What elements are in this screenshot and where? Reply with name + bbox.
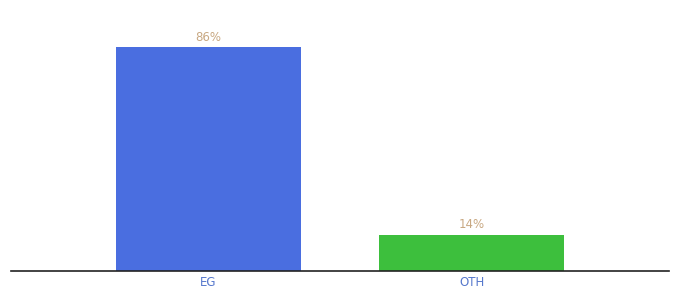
Text: 14%: 14% — [458, 218, 485, 231]
Bar — [116, 47, 301, 271]
Bar — [379, 235, 564, 271]
Text: 86%: 86% — [195, 31, 222, 44]
